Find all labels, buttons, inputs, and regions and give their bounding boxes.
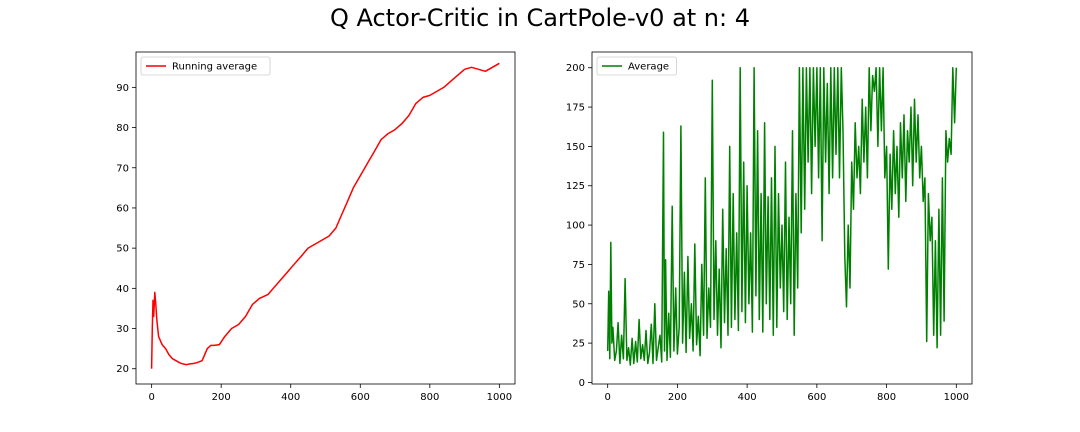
x-tick-label: 0 <box>605 392 611 403</box>
y-tick-label: 40 <box>116 284 129 295</box>
x-tick-label: 400 <box>281 392 300 403</box>
legend: Average <box>596 56 677 76</box>
series-line-1 <box>606 66 958 366</box>
x-tick-label: 600 <box>807 392 826 403</box>
x-tick-label: 1000 <box>944 392 969 403</box>
y-tick-label: 70 <box>116 163 129 174</box>
y-tick-label: 200 <box>566 63 585 74</box>
legend-label: Running average <box>172 62 257 73</box>
series-line-1 <box>150 62 500 369</box>
legend-box <box>140 56 271 76</box>
x-tick-label: 800 <box>420 392 439 403</box>
chart-1: 0 200 400 600 800 1000 20 30 40 50 60 70 80 90 Running… <box>116 51 516 403</box>
x-tick-label: 1000 <box>487 392 512 403</box>
x-tick-label: 400 <box>738 392 757 403</box>
legend: Running average <box>140 56 271 76</box>
x-tick-label: 800 <box>877 392 896 403</box>
y-tick-label: 0 <box>579 378 585 389</box>
y-tick-label: 90 <box>116 83 129 94</box>
y-tick-label: 50 <box>572 299 585 310</box>
x-tick-label: 0 <box>148 392 154 403</box>
y-tick-label: 100 <box>566 221 585 232</box>
legend-box <box>596 56 677 76</box>
axes-frame <box>135 51 516 385</box>
y-tick-label: 125 <box>566 181 585 192</box>
figure-title: Q Actor-Critic in CartPole-v0 at n: 4 <box>329 4 751 32</box>
y-tick-label: 20 <box>116 364 129 375</box>
x-tick-label: 200 <box>212 392 231 403</box>
y-tick-label: 80 <box>116 123 129 134</box>
y-tick-label: 30 <box>116 324 129 335</box>
y-tick-label: 60 <box>116 203 129 214</box>
y-tick-label: 50 <box>116 244 129 255</box>
y-tick-label: 150 <box>566 142 585 153</box>
axes-frame <box>591 51 973 385</box>
legend-label: Average <box>628 62 669 73</box>
y-tick-label: 75 <box>572 260 585 271</box>
x-tick-label: 200 <box>668 392 687 403</box>
x-tick-label: 600 <box>351 392 370 403</box>
chart-2: 0 200 400 600 800 1000 0 25 50 75 100 125 150 175 200 A… <box>566 51 973 403</box>
y-tick-label: 175 <box>566 103 585 114</box>
y-tick-label: 25 <box>572 339 585 350</box>
